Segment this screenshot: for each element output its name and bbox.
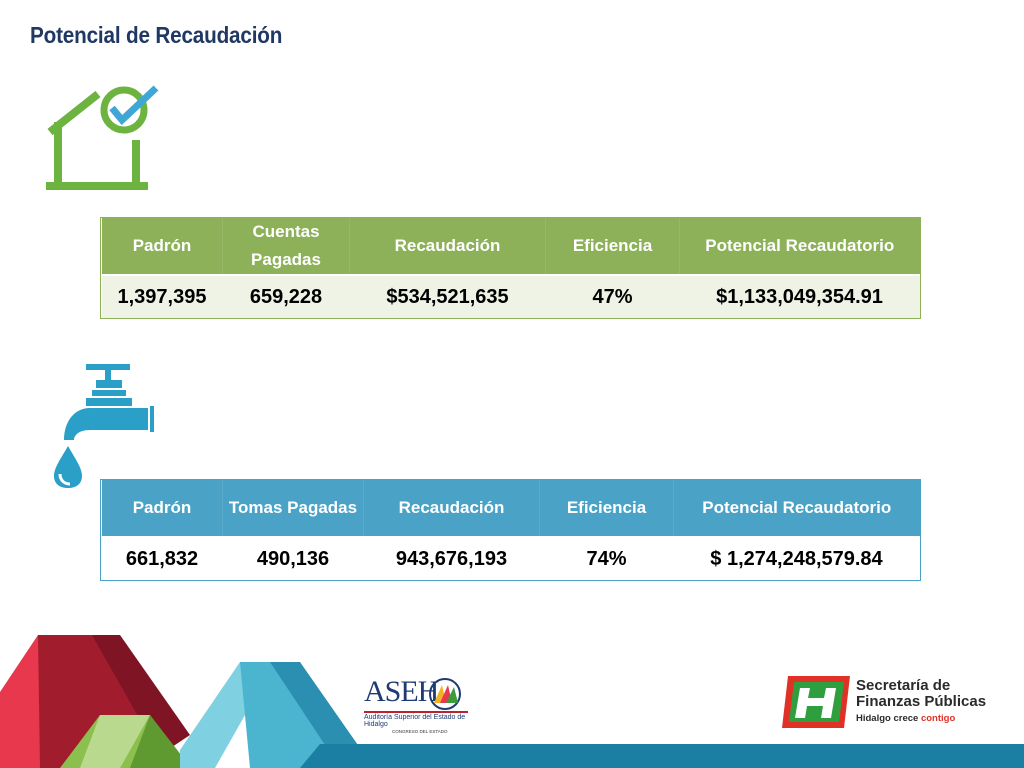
- column-header: Padrón: [101, 480, 223, 537]
- column-header: Padrón: [101, 218, 223, 275]
- table-cell: $1,133,049,354.91: [679, 274, 920, 318]
- aseh-emblem-icon: [429, 678, 461, 710]
- table-cell: 661,832: [101, 536, 223, 580]
- footer-decoration: [0, 635, 1024, 768]
- sfp-logo-name: Secretaría de Finanzas Públicas: [856, 677, 987, 710]
- column-header: Recaudación: [363, 480, 540, 537]
- sfp-h-emblem-icon: [782, 676, 850, 728]
- agua-table: Padrón Tomas Pagadas Recaudación Eficien…: [101, 480, 920, 580]
- sfp-logo-slogan: Hidalgo crece contigo: [856, 713, 955, 724]
- table-header-row: Padrón Tomas Pagadas Recaudación Eficien…: [101, 480, 920, 537]
- column-header: Potencial Recaudatorio: [679, 218, 920, 275]
- table-cell: $534,521,635: [349, 274, 546, 318]
- sfp-slogan-accent: contigo: [920, 713, 956, 724]
- column-header: Tomas Pagadas: [222, 480, 364, 537]
- table-cell: $ 1,274,248,579.84: [673, 536, 920, 580]
- table-row: 661,832 490,136 943,676,193 74% $ 1,274,…: [101, 536, 920, 580]
- table-cell: 490,136: [222, 536, 364, 580]
- sfp-logo: Secretaría de Finanzas Públicas Hidalgo …: [780, 672, 990, 732]
- table-cell: 74%: [539, 536, 674, 580]
- table-cell: 47%: [545, 274, 680, 318]
- page-title: Potencial de Recaudación: [30, 22, 283, 48]
- column-header: Cuentas Pagadas: [222, 218, 350, 275]
- sfp-slogan-main: Hidalgo crece: [856, 713, 919, 724]
- column-header: Potencial Recaudatorio: [673, 480, 920, 537]
- table-cell: 943,676,193: [363, 536, 540, 580]
- table-cell: 1,397,395: [101, 274, 223, 318]
- predial-table: Padrón Cuentas Pagadas Recaudación Efici…: [101, 218, 920, 318]
- table-header-row: Padrón Cuentas Pagadas Recaudación Efici…: [101, 218, 920, 275]
- aseh-logo-acronym: ASEH: [364, 675, 439, 708]
- water-faucet-icon: [54, 364, 154, 488]
- aseh-logo: ASEH Auditoría Superior del Estado de Hi…: [362, 675, 468, 734]
- house-check-icon: [46, 85, 159, 190]
- table-cell: 659,228: [222, 274, 350, 318]
- aseh-logo-name: Auditoría Superior del Estado de Hidalgo: [364, 711, 468, 728]
- aseh-logo-tagline: CONGRESO DEL ESTADO: [392, 729, 448, 734]
- column-header: Recaudación: [349, 218, 546, 275]
- column-header: Eficiencia: [539, 480, 674, 537]
- column-header: Eficiencia: [545, 218, 680, 275]
- table-row: 1,397,395 659,228 $534,521,635 47% $1,13…: [101, 274, 920, 318]
